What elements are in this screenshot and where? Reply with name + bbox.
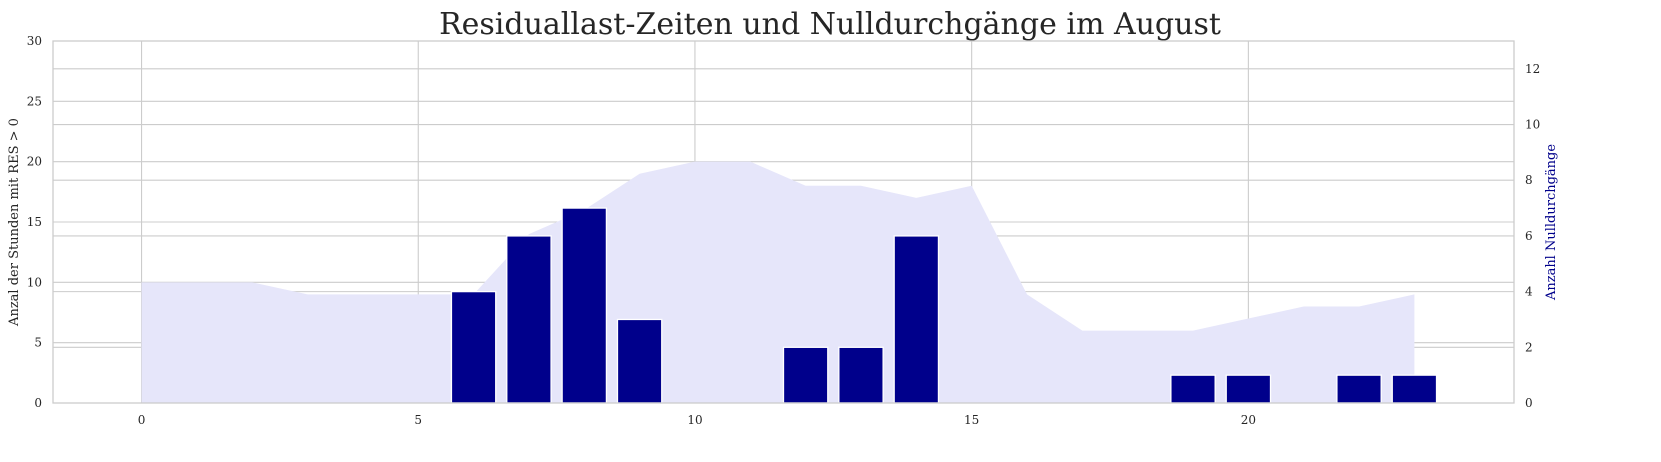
bar xyxy=(893,235,940,404)
bar xyxy=(616,318,663,404)
y2-tick-label: 8 xyxy=(1525,173,1533,187)
y-tick-label: 25 xyxy=(27,94,42,108)
y2-tick-label: 2 xyxy=(1525,340,1533,354)
x-tick-label: 15 xyxy=(964,413,979,427)
bar xyxy=(782,346,829,404)
x-tick-label: 0 xyxy=(138,413,146,427)
y-tick-label: 30 xyxy=(27,34,42,48)
bar xyxy=(450,290,497,404)
bar xyxy=(1336,374,1382,404)
x-tick-label: 10 xyxy=(687,413,702,427)
y2-tick-label: 0 xyxy=(1525,396,1533,410)
y-tick-label: 0 xyxy=(34,396,42,410)
bar-series xyxy=(450,207,1438,404)
y2-tick-label: 12 xyxy=(1525,62,1540,76)
bar xyxy=(838,346,884,404)
y2-axis-label: Anzahl Nulldurchgänge xyxy=(1544,144,1559,301)
bar xyxy=(506,235,552,404)
y-tick-label: 20 xyxy=(27,155,42,169)
y2-tick-labels: 0 2 4 6 8 10 12 xyxy=(1525,62,1540,410)
y2-tick-label: 10 xyxy=(1525,118,1540,132)
bar xyxy=(1170,374,1216,404)
bar xyxy=(561,207,608,404)
x-tick-label: 20 xyxy=(1241,413,1256,427)
y2-tick-label: 6 xyxy=(1525,229,1533,243)
y-tick-labels: 0 5 10 15 20 25 30 xyxy=(27,34,42,410)
y2-tick-label: 4 xyxy=(1525,285,1533,299)
plot-frame xyxy=(52,40,1515,404)
bar xyxy=(1225,374,1272,404)
bar xyxy=(1391,374,1438,404)
y-tick-label: 15 xyxy=(27,215,42,229)
y-tick-label: 10 xyxy=(27,275,42,289)
y-axis-label: Anzal der Stunden mit RES > 0 xyxy=(7,118,22,327)
x-tick-label: 5 xyxy=(414,413,422,427)
chart-title: Residuallast-Zeiten und Nulldurchgänge i… xyxy=(439,7,1221,42)
y-tick-label: 5 xyxy=(34,336,42,350)
x-tick-labels: 0 5 10 15 20 xyxy=(138,413,1256,427)
